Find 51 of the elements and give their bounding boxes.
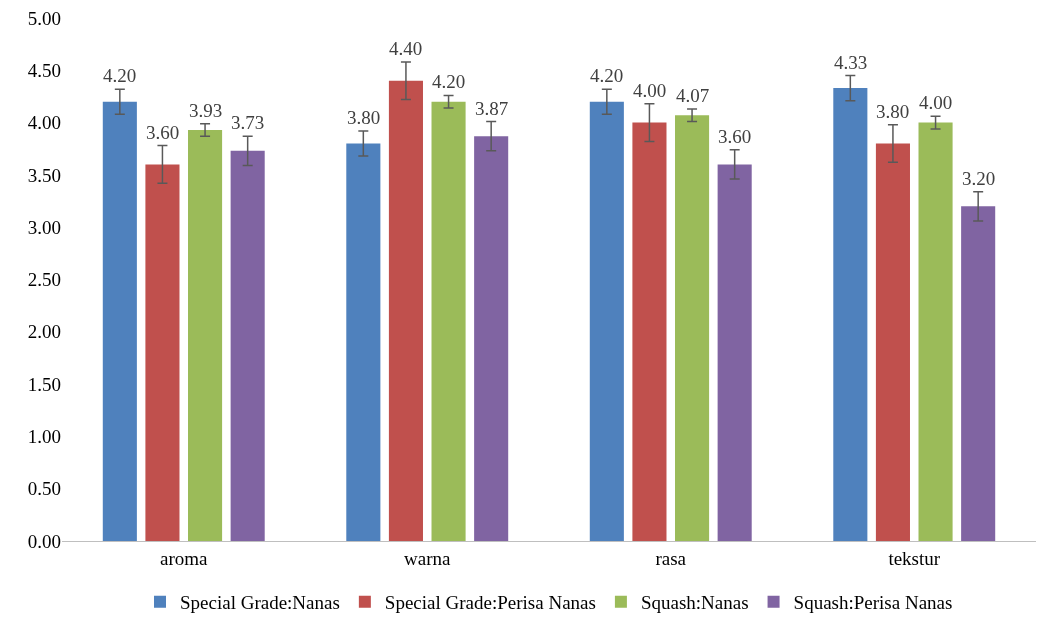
y-tick-label: 1.00 bbox=[27, 426, 61, 448]
bar bbox=[346, 143, 381, 541]
data-label: 4.00 bbox=[633, 80, 667, 101]
y-tick-label: 5.00 bbox=[27, 7, 61, 29]
y-tick-label: 3.00 bbox=[27, 216, 61, 238]
legend-label: Squash:Perisa Nanas bbox=[793, 592, 953, 614]
data-label: 3.87 bbox=[475, 98, 509, 119]
bar bbox=[431, 101, 466, 541]
data-label: 4.20 bbox=[590, 65, 624, 86]
bar bbox=[589, 101, 624, 541]
x-tick-label: warna bbox=[404, 547, 452, 569]
data-label: 4.20 bbox=[432, 71, 466, 92]
bar bbox=[875, 143, 910, 541]
bar bbox=[188, 129, 223, 541]
legend-label: Squash:Nanas bbox=[640, 592, 749, 614]
y-tick-label: 0.00 bbox=[27, 530, 61, 552]
y-tick-label: 2.00 bbox=[27, 321, 61, 343]
data-label: 4.00 bbox=[919, 92, 953, 113]
bar bbox=[717, 164, 752, 541]
data-label: 3.20 bbox=[962, 168, 996, 189]
data-label: 3.60 bbox=[718, 126, 752, 147]
data-label: 3.93 bbox=[189, 100, 223, 121]
data-label: 4.20 bbox=[103, 65, 137, 86]
bar bbox=[474, 136, 509, 541]
x-tick-label: aroma bbox=[160, 547, 209, 569]
bar bbox=[675, 115, 710, 541]
data-label: 4.07 bbox=[676, 85, 710, 106]
y-tick-label: 2.50 bbox=[27, 269, 61, 291]
y-tick-label: 4.50 bbox=[27, 59, 61, 81]
bar bbox=[961, 206, 996, 541]
y-tick-label: 3.50 bbox=[27, 164, 61, 186]
legend-label: Special Grade:Nanas bbox=[180, 592, 340, 614]
bar bbox=[388, 80, 423, 541]
data-label: 3.80 bbox=[347, 107, 381, 128]
y-tick-label: 1.50 bbox=[27, 373, 61, 395]
y-tick-label: 0.50 bbox=[27, 478, 61, 500]
legend-label: Special Grade:Perisa Nanas bbox=[384, 592, 596, 614]
data-label: 3.80 bbox=[876, 101, 910, 122]
y-tick-label: 4.00 bbox=[27, 112, 61, 134]
bar bbox=[145, 164, 180, 541]
bar bbox=[230, 150, 265, 541]
data-label: 4.33 bbox=[834, 52, 868, 73]
x-tick-label: rasa bbox=[655, 547, 687, 569]
bar bbox=[918, 122, 953, 541]
x-tick-label: tekstur bbox=[888, 547, 941, 569]
data-label: 3.73 bbox=[231, 112, 265, 133]
data-label: 3.60 bbox=[146, 122, 180, 143]
bar bbox=[102, 101, 137, 541]
bar bbox=[833, 88, 868, 541]
bar bbox=[632, 122, 667, 541]
data-label: 4.40 bbox=[389, 38, 423, 59]
